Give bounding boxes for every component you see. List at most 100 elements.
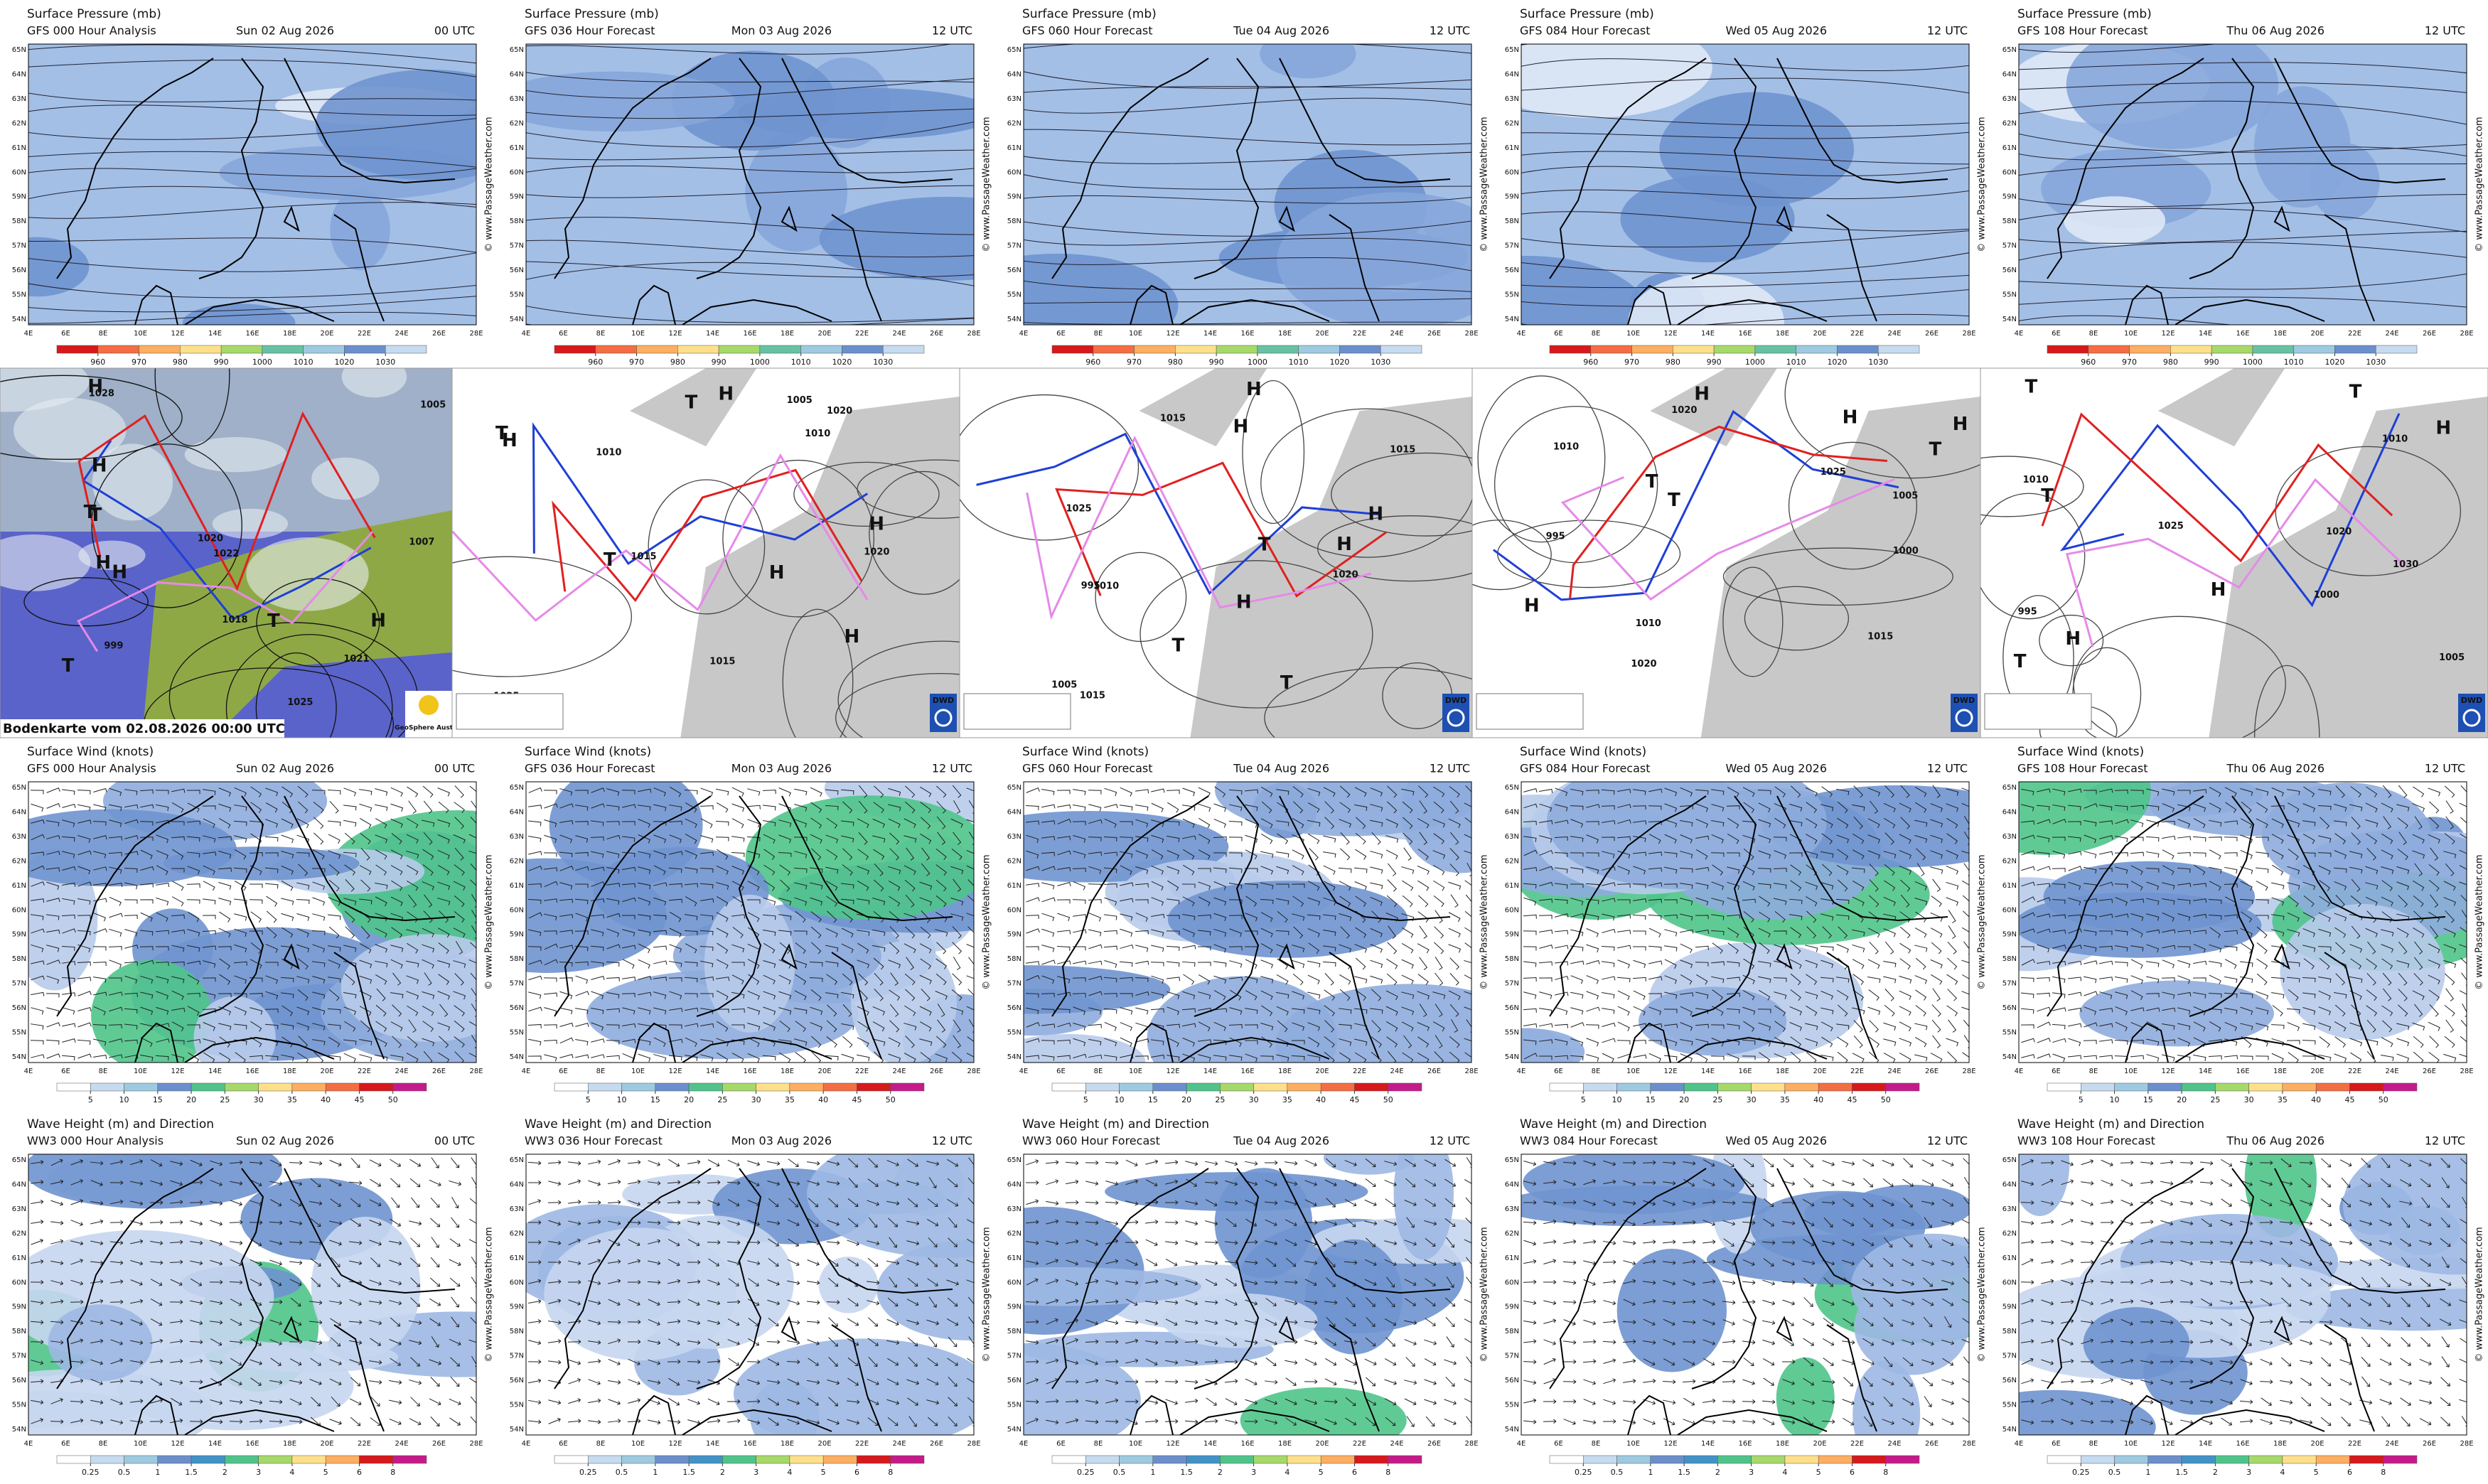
colorbar-label: 1000 [1248,357,1267,367]
lat-label: 65N [1505,784,1519,792]
colorbar-swatch [1085,1083,1119,1091]
lon-label: 14E [208,1068,222,1075]
field-area [91,959,212,1071]
lat-label: 62N [1007,857,1022,865]
lon-label: 18E [781,1440,794,1448]
panel-title: Wave Height (m) and Direction [1022,1117,1209,1131]
colorbar-swatch [1153,1456,1186,1463]
lat-label: 65N [510,46,524,54]
colorbar-swatch [790,1456,823,1463]
colorbar-swatch [1120,1456,1153,1463]
colorbar-swatch [158,1083,191,1091]
colorbar-label: 1020 [1827,357,1847,367]
lat-label: 63N [1505,95,1519,103]
lat-label: 59N [510,193,524,201]
colorbar-label: 1020 [832,357,852,367]
colorbar-swatch [90,1083,124,1091]
valid-time: 00 UTC [434,1134,475,1148]
lon-label: 20E [817,1440,831,1448]
valid-date: Mon 03 Aug 2026 [731,1134,832,1148]
colorbar-swatch [588,1083,621,1091]
lon-label: 14E [706,1068,719,1075]
lat-label: 56N [1007,1004,1022,1012]
lon-label: 22E [1353,1440,1366,1448]
lon-label: 8E [1592,1068,1601,1075]
lat-label: 62N [1505,857,1519,865]
lon-label: 24E [1390,330,1403,338]
colorbar-swatch [1052,1456,1085,1463]
lat-label: 54N [1505,316,1519,323]
run-label: WW3 060 Hour Forecast [1022,1134,1160,1148]
lat-label: 57N [510,980,524,988]
colorbar-label: 1000 [2243,357,2263,367]
field-area [1804,1193,1902,1235]
lon-label: 16E [743,1068,756,1075]
colorbar-swatch [221,345,262,353]
colorbar-label: 10 [1115,1095,1125,1104]
colorbar-swatch [98,345,139,353]
lon-label: 26E [432,330,446,338]
colorbar-swatch [1220,1083,1253,1091]
colorbar-swatch [393,1456,427,1463]
lon-label: 6E [1554,330,1563,338]
run-label: GFS 108 Hour Forecast [2017,762,2148,775]
field-area [2079,981,2274,1047]
lon-label: 8E [1094,1440,1103,1448]
colorbar-swatch [823,1083,857,1091]
lon-label: 24E [2385,330,2398,338]
colorbar-label: 3 [256,1468,261,1477]
panel-title: Surface Wind (knots) [27,745,154,759]
lat-label: 55N [1007,291,1022,299]
colorbar-label: 4 [289,1468,294,1477]
colorbar-swatch [655,1456,689,1463]
lat-label: 61N [2002,882,2017,890]
lat-label: 54N [510,316,524,323]
lon-label: 10E [1129,1440,1142,1448]
lat-label: 61N [12,882,26,890]
field-area [830,1181,945,1214]
watermark: © www.PassageWeather.com [1479,117,1490,252]
colorbar-swatch [304,345,345,353]
colorbar-label: 1010 [791,357,811,367]
colorbar-swatch [225,1083,258,1091]
lon-label: 6E [2052,1068,2061,1075]
lat-label: 60N [1505,168,1519,176]
lat-label: 62N [2002,857,2017,865]
lat-label: 54N [2002,1053,2017,1061]
colorbar-swatch [326,1083,359,1091]
lon-label: 8E [596,1440,606,1448]
colorbar-label: 1 [653,1468,658,1477]
lon-label: 12E [1166,1440,1179,1448]
colorbar-swatch [344,345,385,353]
run-label: GFS 036 Hour Forecast [525,762,655,775]
colorbar-swatch [790,1083,823,1091]
lon-label: 16E [743,1440,756,1448]
lat-label: 54N [2002,316,2017,323]
lon-label: 20E [1315,330,1329,338]
lat-label: 62N [1007,1230,1022,1237]
colorbar-swatch [1785,1083,1818,1091]
lat-label: 64N [2002,808,2017,816]
colorbar-label: 0.25 [579,1468,597,1477]
colorbar-label: 5 [2079,1095,2084,1104]
lat-label: 59N [510,931,524,939]
colorbar-swatch [1052,1083,1085,1091]
lat-label: 65N [1007,1156,1022,1164]
lat-label: 56N [1007,267,1022,274]
colorbar-swatch [2130,345,2171,353]
colorbar-label: 1020 [1329,357,1349,367]
lon-label: 22E [2348,1068,2361,1075]
lon-label: 14E [208,330,222,338]
lon-label: 16E [743,330,756,338]
colorbar-swatch [57,345,98,353]
lon-label: 8E [99,1440,108,1448]
lat-label: 64N [12,70,26,78]
colorbar-swatch [191,1456,225,1463]
lat-label: 61N [1505,144,1519,152]
colorbar-swatch [883,345,924,353]
colorbar-label: 980 [670,357,685,367]
colorbar-swatch [842,345,883,353]
lon-label: 14E [1203,1068,1217,1075]
colorbar-label: 20 [1679,1095,1689,1104]
